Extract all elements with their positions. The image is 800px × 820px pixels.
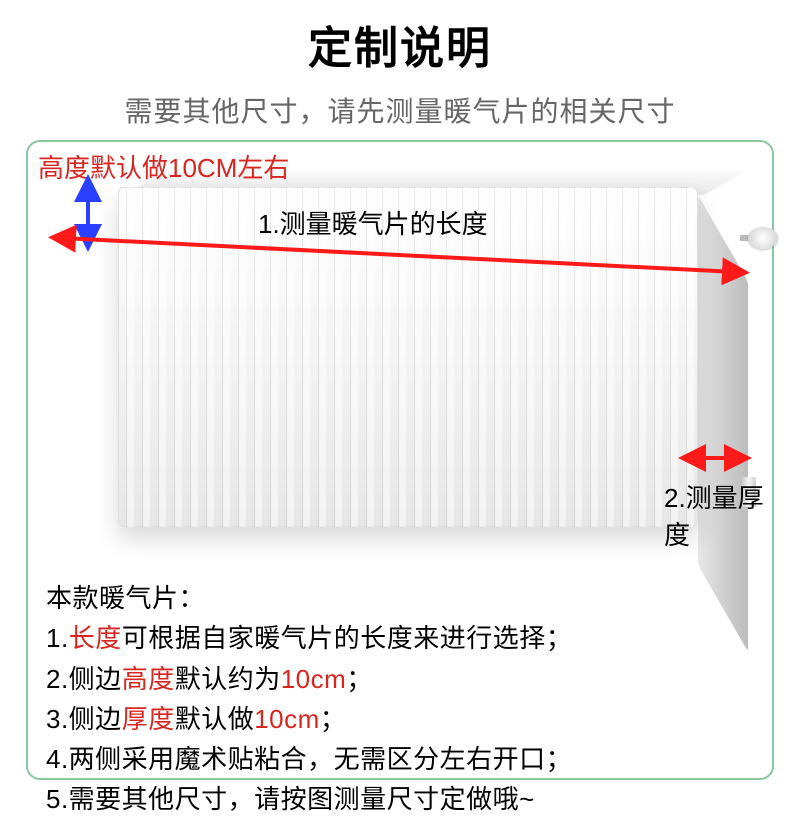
- description-list: 本款暖气片： 1.长度可根据自家暖气片的长度来进行选择； 2.侧边高度默认约为1…: [46, 578, 572, 820]
- desc-line-4: 4.两侧采用魔术贴粘合，无需区分左右开口；: [46, 739, 572, 779]
- annotation-height: 高度默认做10CM左右: [38, 148, 289, 185]
- desc-intro: 本款暖气片：: [46, 578, 572, 618]
- diagram-frame: 高度默认做10CM左右 1.测量暖气片的长度 2.测量厚度 本款暖气片： 1.长…: [26, 140, 774, 780]
- annotation-thickness: 2.测量厚度: [664, 478, 772, 552]
- radiator-valve: [748, 227, 778, 249]
- page-subtitle: 需要其他尺寸，请先测量暖气片的相关尺寸: [0, 90, 800, 130]
- radiator-illustration: [118, 187, 718, 557]
- desc-line-2: 2.侧边高度默认约为10cm；: [46, 659, 572, 699]
- annotation-length: 1.测量暖气片的长度: [258, 204, 488, 241]
- radiator-side-panel: [698, 195, 748, 652]
- page-title: 定制说明: [0, 0, 800, 76]
- desc-line-1: 1.长度可根据自家暖气片的长度来进行选择；: [46, 618, 572, 658]
- desc-line-3: 3.侧边厚度默认做10cm；: [46, 699, 572, 739]
